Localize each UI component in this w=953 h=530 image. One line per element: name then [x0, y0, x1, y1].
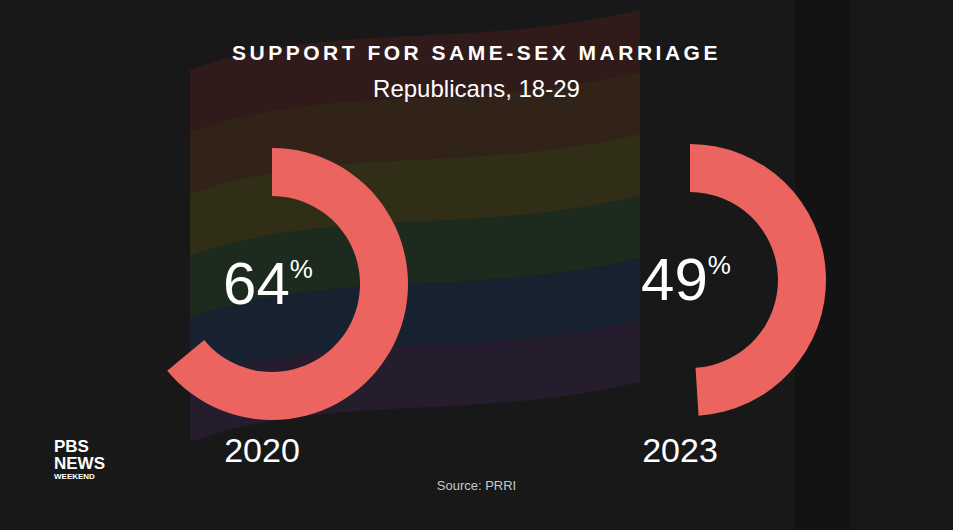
- ring-arc: [690, 144, 826, 416]
- data-label: 64%: [223, 250, 313, 317]
- logo-text: NEWS: [54, 454, 105, 473]
- subtitle: Republicans, 18-29: [373, 75, 580, 102]
- ring-arc: [167, 148, 408, 420]
- background-fill: [0, 0, 953, 530]
- logo-text: WEEKEND: [54, 472, 95, 481]
- chart: SUPPORT FOR SAME-SEX MARRIAGE Republicans…: [0, 0, 953, 530]
- data-label: 49%: [641, 246, 731, 313]
- background: [0, 0, 953, 530]
- category-label: 2023: [642, 431, 718, 469]
- category-label: 2020: [224, 431, 300, 469]
- background-shade: [0, 0, 953, 530]
- labels: 64% 2020 49% 2023: [223, 246, 731, 469]
- marks: [167, 144, 826, 420]
- logo: PBSNEWSWEEKEND: [54, 437, 105, 481]
- source: Source: PRRI: [437, 478, 516, 493]
- title: SUPPORT FOR SAME-SEX MARRIAGE: [232, 41, 721, 64]
